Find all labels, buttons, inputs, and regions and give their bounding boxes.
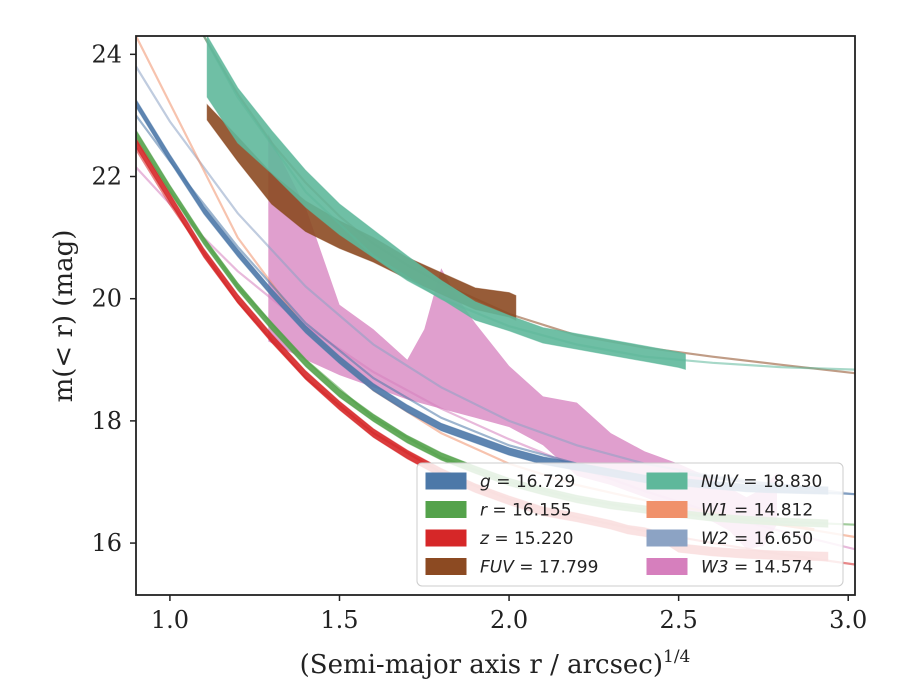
legend-label-nuv: NUV = 18.830: [701, 472, 822, 492]
y-tick-label: 24: [91, 40, 122, 68]
y-axis-label: m(< r) (mag): [49, 230, 79, 403]
legend-label-fuv: FUV = 17.799: [480, 558, 598, 578]
legend-swatch-w2: [646, 529, 688, 547]
legend-label-w1: W1 = 14.812: [701, 501, 813, 521]
legend-label-w3: W3 = 14.574: [701, 558, 813, 578]
x-tick-label: 2.5: [660, 606, 698, 634]
y-tick-label: 22: [91, 163, 122, 191]
legend-label-r: r = 16.155: [480, 501, 572, 521]
y-tick-label: 20: [91, 285, 122, 313]
x-axis-label-superscript: 1/4: [663, 647, 690, 667]
legend-item-w2: W2 = 16.650: [646, 529, 813, 549]
series-nuv: [202, 36, 855, 371]
x-tick-label: 2.0: [490, 606, 528, 634]
legend-swatch-r: [425, 501, 467, 518]
legend-label-g: g = 16.729: [480, 472, 575, 492]
legend-item-nuv: NUV = 18.830: [646, 472, 822, 492]
x-tick-label: 3.0: [829, 606, 867, 634]
legend: g = 16.729 r = 16.155 z = 15.220 FUV = 17.7…: [416, 462, 844, 587]
x-tick-label: 1.5: [320, 606, 358, 634]
legend-item-r: r = 16.155: [425, 501, 572, 521]
x-axis-label: (Semi-major axis r / arcsec)1/4: [300, 647, 691, 680]
legend-swatch-z: [425, 529, 467, 547]
legend-item-fuv: FUV = 17.799: [425, 558, 598, 578]
legend-swatch-w1: [646, 501, 688, 518]
y-tick-label: 18: [91, 407, 122, 435]
legend-swatch-g: [425, 472, 467, 490]
series-nuv-model: [202, 36, 855, 371]
legend-swatch-nuv: [646, 472, 688, 490]
legend-label-w2: W2 = 16.650: [701, 529, 813, 549]
legend-item-g: g = 16.729: [425, 472, 575, 492]
x-tick-label: 1.0: [151, 606, 189, 634]
ticks-layer: 1.0 1.5 2.0 2.5 3.0 16 18 20 22 24: [91, 40, 867, 634]
legend-swatch-fuv: [425, 558, 467, 575]
legend-item-w3: W3 = 14.574: [646, 558, 813, 578]
legend-item-z: z = 15.220: [425, 529, 573, 549]
legend-label-z: z = 15.220: [479, 529, 573, 549]
legend-swatch-w3: [646, 558, 688, 575]
legend-box: [416, 462, 844, 587]
series-nuv-band: [206, 36, 686, 370]
y-tick-label: 16: [91, 529, 122, 557]
plot-frame: [135, 35, 856, 596]
legend-item-w1: W1 = 14.812: [646, 501, 813, 521]
